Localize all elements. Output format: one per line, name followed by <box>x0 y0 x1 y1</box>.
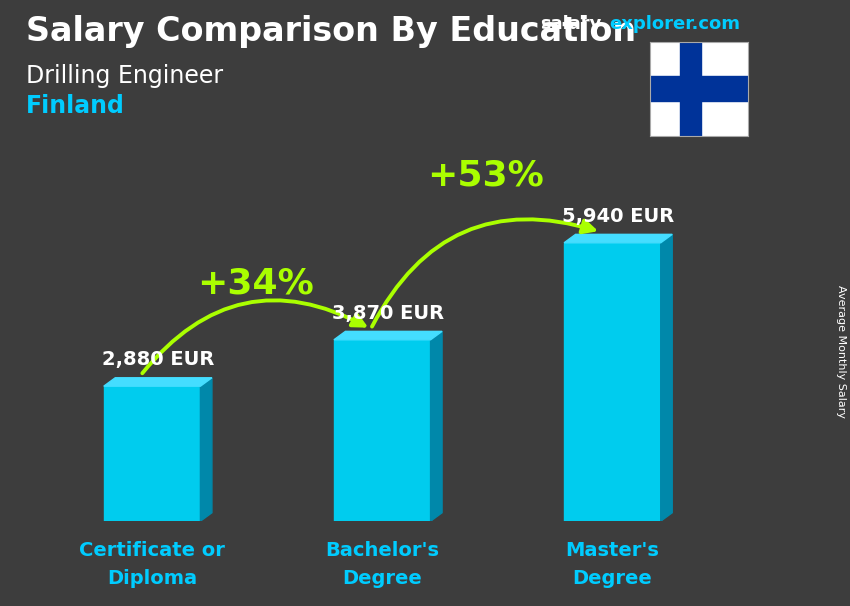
Polygon shape <box>431 331 442 521</box>
Text: salary: salary <box>540 15 601 33</box>
Polygon shape <box>564 235 672 243</box>
Text: 5,940 EUR: 5,940 EUR <box>562 207 674 226</box>
Bar <box>104 386 201 521</box>
Text: Average Monthly Salary: Average Monthly Salary <box>836 285 846 418</box>
Bar <box>650 76 748 101</box>
Bar <box>564 243 660 521</box>
Polygon shape <box>334 331 442 340</box>
Text: Finland: Finland <box>26 94 124 118</box>
Polygon shape <box>660 235 672 521</box>
Polygon shape <box>201 378 212 521</box>
Polygon shape <box>104 378 212 386</box>
Bar <box>680 42 701 136</box>
Text: +53%: +53% <box>428 158 544 192</box>
Text: Salary Comparison By Education: Salary Comparison By Education <box>26 15 636 48</box>
Text: explorer.com: explorer.com <box>609 15 740 33</box>
Bar <box>334 340 431 521</box>
Text: 2,880 EUR: 2,880 EUR <box>102 350 214 369</box>
Text: +34%: +34% <box>197 267 314 301</box>
Text: 3,870 EUR: 3,870 EUR <box>332 304 444 323</box>
Text: Drilling Engineer: Drilling Engineer <box>26 64 223 88</box>
